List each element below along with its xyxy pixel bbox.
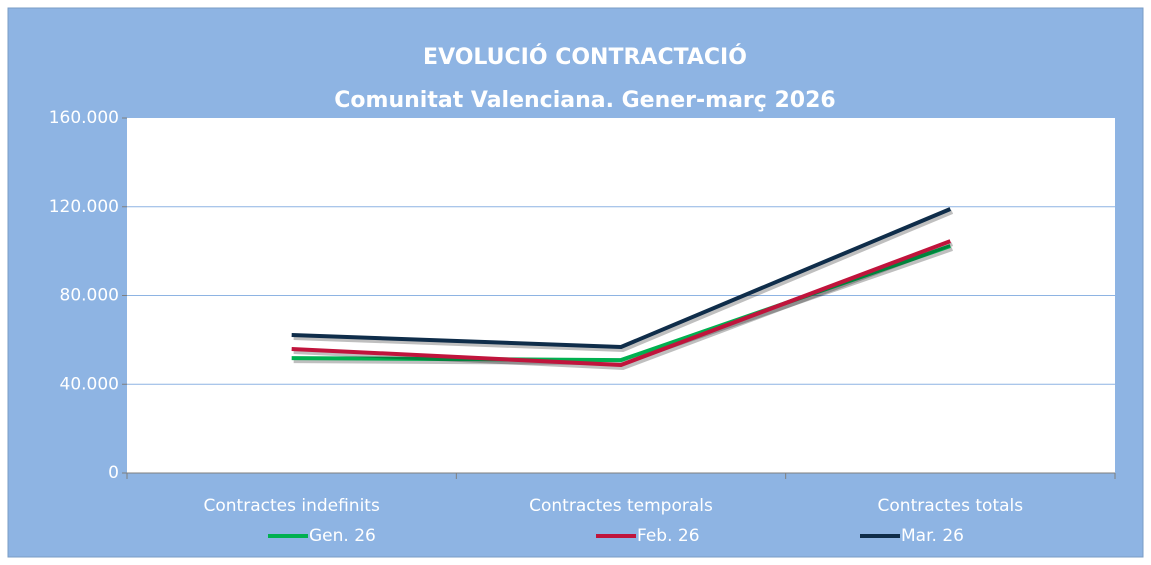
chart-subtitle: Comunitat Valenciana. Gener-març 2026 bbox=[334, 88, 835, 113]
x-tick-label: Contractes temporals bbox=[529, 496, 713, 516]
series-shadow bbox=[293, 210, 954, 352]
y-tick-label: 120.000 bbox=[49, 197, 119, 217]
series-line bbox=[291, 207, 952, 349]
series-shadow bbox=[293, 242, 954, 370]
legend-label: Mar. 26 bbox=[901, 526, 964, 546]
legend-label: Feb. 26 bbox=[637, 526, 700, 546]
chart-title: EVOLUCIÓ CONTRACTACIÓ bbox=[423, 44, 747, 70]
legend-label: Gen. 26 bbox=[309, 526, 376, 546]
y-tick-label: 0 bbox=[108, 463, 119, 483]
x-tick-label: Contractes indefinits bbox=[204, 496, 380, 516]
x-tick-label: Contractes totals bbox=[878, 496, 1024, 516]
series-line bbox=[291, 239, 952, 367]
y-tick-label: 80.000 bbox=[60, 286, 119, 306]
y-tick-label: 40.000 bbox=[60, 374, 119, 394]
y-tick-label: 160.000 bbox=[49, 108, 119, 128]
